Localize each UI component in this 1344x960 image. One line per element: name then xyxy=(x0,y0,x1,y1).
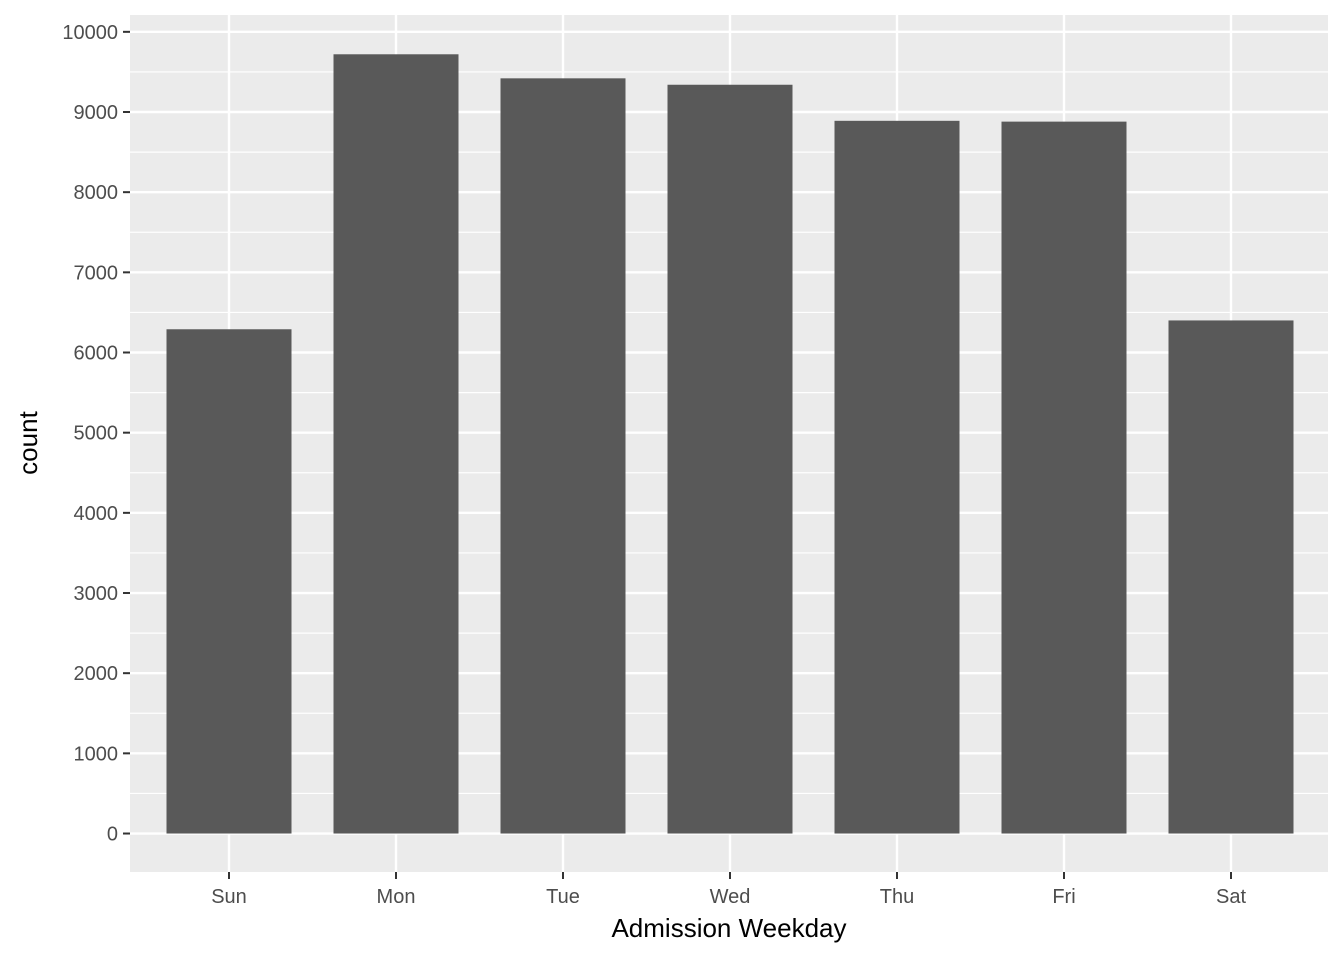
x-tick-label-fri: Fri xyxy=(1052,886,1075,908)
y-tick-label: 8000 xyxy=(74,182,119,204)
y-tick-label: 9000 xyxy=(74,102,119,124)
y-axis: 0 1000 2000 3000 4000 5000 6000 7000 8000 9000 100… xyxy=(62,22,130,846)
x-tick-label-wed: Wed xyxy=(710,886,751,908)
y-axis-title: count xyxy=(13,410,43,474)
x-axis-title: Admission Weekday xyxy=(611,913,846,943)
y-tick-label: 10000 xyxy=(62,22,118,44)
x-tick-label-sun: Sun xyxy=(211,886,247,908)
bar-thu xyxy=(834,120,960,834)
y-tick-label: 0 xyxy=(107,824,118,846)
bar-sat xyxy=(1168,320,1294,834)
bars xyxy=(166,54,1294,834)
bar-sun xyxy=(166,329,292,834)
y-tick-label: 7000 xyxy=(74,262,119,284)
y-tick-label: 5000 xyxy=(74,423,119,445)
y-tick-label: 3000 xyxy=(74,583,119,605)
x-tick-label-mon: Mon xyxy=(377,886,416,908)
y-tick-label: 6000 xyxy=(74,343,119,365)
bar-tue xyxy=(500,78,626,834)
bar-mon xyxy=(333,54,459,834)
y-tick-label: 2000 xyxy=(74,663,119,685)
x-tick-label-thu: Thu xyxy=(880,886,914,908)
x-tick-label-sat: Sat xyxy=(1216,886,1246,908)
x-axis: Sun Mon Tue Wed Thu Fri Sat xyxy=(211,872,1246,908)
bar-fri xyxy=(1001,121,1127,834)
x-tick-label-tue: Tue xyxy=(546,886,580,908)
y-tick-label: 1000 xyxy=(74,743,119,765)
bar-wed xyxy=(667,84,793,834)
y-tick-label: 4000 xyxy=(74,503,119,525)
